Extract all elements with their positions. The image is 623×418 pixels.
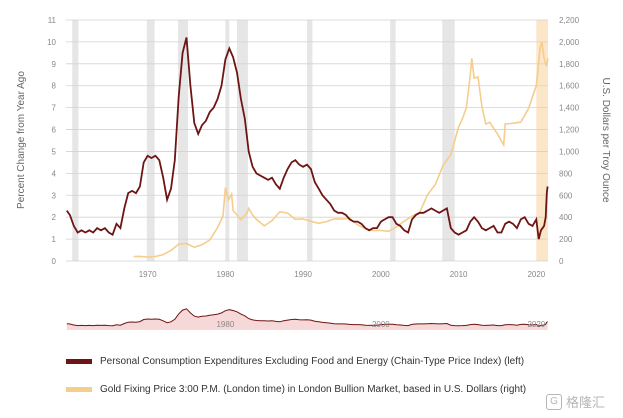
x-tick-label: 1970 <box>139 270 157 279</box>
brush-mini-area <box>66 308 548 330</box>
left-tick-label: 7 <box>52 104 57 113</box>
x-tick-label: 1990 <box>294 270 312 279</box>
right-tick-label: 800 <box>559 169 573 178</box>
left-tick-label: 10 <box>47 38 56 47</box>
left-tick-label: 5 <box>52 147 57 156</box>
left-tick-label: 9 <box>52 60 57 69</box>
legend-item-pce[interactable]: Personal Consumption Expenditures Exclud… <box>66 356 524 367</box>
watermark-text: 格隆汇 <box>565 395 605 410</box>
recession-band-5 <box>307 20 313 261</box>
gelonghui-logo-icon: G <box>545 393 562 410</box>
left-axis-title: Percent Change from Year Ago <box>16 71 27 209</box>
right-axis-title: U.S. Dollars per Troy Ounce <box>600 77 611 202</box>
right-tick-label: 1,600 <box>559 82 580 91</box>
right-tick-label: 600 <box>559 191 573 200</box>
legend-label-gold: Gold Fixing Price 3:00 P.M. (London time… <box>100 384 527 395</box>
left-tick-label: 11 <box>48 16 57 25</box>
left-tick-label: 8 <box>52 82 57 91</box>
right-tick-label: 400 <box>559 213 573 222</box>
legend-label-pce: Personal Consumption Expenditures Exclud… <box>100 356 525 367</box>
watermark: G 格隆汇 <box>545 392 605 411</box>
x-tick-label: 2010 <box>450 270 468 279</box>
brush-tick-label: 1980 <box>216 320 234 329</box>
right-tick-label: 2,000 <box>559 38 580 47</box>
highlight-band-2020 <box>536 20 548 261</box>
legend-swatch-gold <box>66 387 92 392</box>
gold-price-line <box>133 41 549 258</box>
right-tick-label: 1,200 <box>559 126 580 135</box>
x-tick-label: 2020 <box>527 270 545 279</box>
brush-tick-label: 2000 <box>372 320 390 329</box>
recession-band-6 <box>390 20 396 261</box>
left-tick-label: 0 <box>52 257 57 266</box>
right-tick-label: 1,800 <box>559 60 580 69</box>
right-tick-label: 2,200 <box>559 16 580 25</box>
left-axis-ticks: 0 1 2 3 4 5 6 7 8 9 10 11 <box>47 16 56 266</box>
brush-mini-line <box>66 308 548 327</box>
left-tick-label: 3 <box>52 191 57 200</box>
recession-band-4 <box>237 20 248 261</box>
left-tick-label: 2 <box>52 213 57 222</box>
right-tick-label: 200 <box>559 235 573 244</box>
left-tick-label: 6 <box>52 126 57 135</box>
left-tick-label: 4 <box>52 169 57 178</box>
recession-band-3 <box>225 20 230 261</box>
gridlines <box>66 19 548 262</box>
recession-band-1 <box>146 20 155 261</box>
legend-swatch-pce <box>66 359 92 364</box>
brush-tick-label: 2020 <box>527 320 545 329</box>
recession-band-2 <box>177 20 189 261</box>
recession-band-7 <box>442 20 455 261</box>
x-axis-ticks: 1970 1980 1990 2000 2010 2020 <box>139 270 546 279</box>
x-tick-label: 1980 <box>216 270 234 279</box>
recession-bands <box>72 20 548 261</box>
pce-core-inflation-line <box>66 37 549 240</box>
right-axis-ticks: 0 200 400 600 800 1,000 1,200 1,400 1,600 1,800 2,… <box>559 16 580 266</box>
right-tick-label: 0 <box>559 257 564 266</box>
range-brush-navigator[interactable]: 1980 2000 2020 <box>66 308 548 330</box>
right-tick-label: 1,000 <box>559 147 580 156</box>
right-tick-label: 1,400 <box>559 104 580 113</box>
recession-band-0 <box>72 20 79 261</box>
brush-axis-ticks: 1980 2000 2020 <box>216 320 545 329</box>
x-tick-label: 2000 <box>372 270 390 279</box>
legend-item-gold[interactable]: Gold Fixing Price 3:00 P.M. (London time… <box>66 384 526 395</box>
left-tick-label: 1 <box>52 235 57 244</box>
